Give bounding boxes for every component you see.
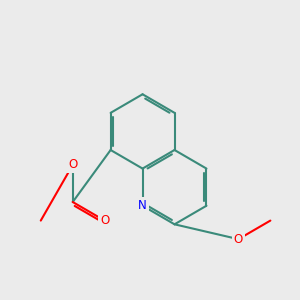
Text: O: O: [100, 214, 109, 227]
Text: O: O: [234, 233, 243, 246]
Text: O: O: [68, 158, 77, 171]
Text: N: N: [138, 199, 147, 212]
